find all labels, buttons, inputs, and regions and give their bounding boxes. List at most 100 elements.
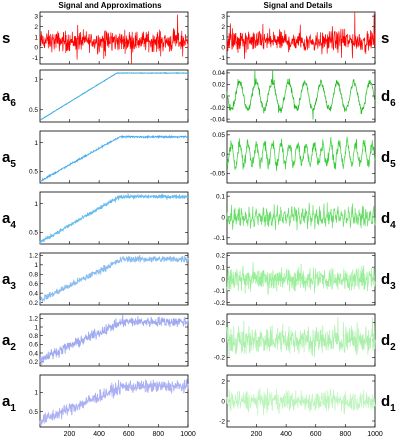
row-label-subscript: 3 <box>390 281 396 292</box>
row-label-subscript: 2 <box>10 342 16 353</box>
row-label-subscript: 3 <box>10 281 16 292</box>
row-label-d6: d6 <box>381 88 396 109</box>
series-line <box>39 314 189 365</box>
ytick-label: -0.1 <box>214 235 226 242</box>
panel-d6: 0.04 0.02 0 -0.02 -0.04 d6 <box>210 69 396 123</box>
row-label-a1: a1 <box>2 393 16 414</box>
series-line <box>39 71 189 121</box>
ytick-label: 0.4 <box>29 290 38 297</box>
xtick-label: 1000 <box>367 431 383 438</box>
xtick-label: 1000 <box>180 431 196 438</box>
ytick-label: 1.2 <box>29 253 38 260</box>
title-approximations: Signal and Approximations <box>58 1 162 10</box>
xtick-label: 200 <box>251 431 263 438</box>
ytick-label: 1 <box>34 201 38 208</box>
row-label-s-left: s <box>2 30 10 47</box>
row-label-a4: a4 <box>2 210 16 231</box>
series-line <box>39 254 189 304</box>
ytick-label: 0.2 <box>216 253 225 260</box>
ytick-label: 0.5 <box>29 230 38 237</box>
ytick-label: 1 <box>34 76 38 83</box>
ytick-label: 0 <box>221 214 225 221</box>
row-label-subscript: 1 <box>390 403 396 414</box>
ytick-label: 1 <box>34 390 38 397</box>
series-line <box>226 12 376 60</box>
ytick-label: 0.04 <box>212 70 225 77</box>
row-label-d4: d4 <box>381 210 396 231</box>
ytick-label: 1.2 <box>29 316 38 323</box>
ytick-label: 1 <box>34 140 38 147</box>
ytick-label: 0.4 <box>29 350 38 357</box>
ytick-label: 1 <box>34 262 38 269</box>
ytick-label: 0.5 <box>29 409 38 416</box>
series-line <box>39 14 189 65</box>
row-label-d2: d2 <box>381 332 396 353</box>
panel-s-right: 3 2 1 0 -1 s <box>219 11 389 65</box>
row-label-subscript: 6 <box>10 98 16 109</box>
series-line <box>39 378 189 427</box>
panel-a5: 1 0.5 a5 <box>2 130 189 184</box>
ytick-label: 0.6 <box>29 342 38 349</box>
row-label-subscript: 4 <box>390 220 396 231</box>
row-label-a5: a5 <box>2 149 16 170</box>
panel-d5: 0.05 0 -0.05 d5 <box>210 130 396 184</box>
ytick-label: 2 <box>34 24 38 31</box>
ytick-label: -0.02 <box>210 105 225 112</box>
ytick-label: -0.2 <box>214 355 226 362</box>
ytick-label: -0.05 <box>210 171 225 178</box>
ytick-label: 0 <box>221 337 225 344</box>
row-label-d5: d5 <box>381 149 396 170</box>
series-line <box>226 387 376 416</box>
axes-frame <box>39 69 189 123</box>
panel-d2: 0.2 0 -0.2 d2 <box>214 313 396 367</box>
ytick-label: 0.1 <box>216 193 225 200</box>
ytick-label: -1 <box>219 55 225 62</box>
row-label-d1: d1 <box>381 393 396 414</box>
ytick-label: 0 <box>34 45 38 52</box>
panel-d1: 2 0 -2 200 400 600 800 1000 d1 <box>219 374 396 438</box>
series-line <box>39 192 189 245</box>
ytick-label: 0 <box>221 276 225 283</box>
ytick-label: -2 <box>219 418 225 425</box>
row-label-s-right: s <box>381 30 389 47</box>
panel-a3: 1.2 1 0.8 0.6 0.4 0.2 a3 <box>2 252 189 307</box>
panel-d4: 0.1 0 -0.1 d4 <box>214 191 396 245</box>
ytick-label: -1 <box>32 55 38 62</box>
ytick-label: 0.2 <box>216 320 225 327</box>
ytick-label: 0.2 <box>29 300 38 307</box>
ytick-label: -0.2 <box>214 300 226 307</box>
ytick-label: 0.5 <box>29 169 38 176</box>
ytick-label: 0.8 <box>29 272 38 279</box>
ytick-label: 0 <box>221 45 225 52</box>
series-line <box>226 202 376 231</box>
axes-frame <box>39 252 189 306</box>
ytick-label: 0.6 <box>29 281 38 288</box>
series-line <box>226 136 376 171</box>
row-label-subscript: 1 <box>10 403 16 414</box>
xtick-label: 400 <box>280 431 292 438</box>
ytick-label: 3 <box>221 13 225 20</box>
xtick-label: 200 <box>64 431 76 438</box>
ytick-label: 0.5 <box>29 107 38 114</box>
ytick-label: 0 <box>221 151 225 158</box>
axes-frame <box>39 130 189 184</box>
panel-a2: 1.21 0.8 0.60.4 0.2 a2 <box>2 313 189 367</box>
row-label-a2: a2 <box>2 332 16 353</box>
row-label-subscript: 4 <box>10 220 16 231</box>
xtick-label: 400 <box>93 431 105 438</box>
ytick-label: 1 <box>34 324 38 331</box>
ytick-label: 2 <box>221 378 225 385</box>
row-label-subscript: 6 <box>390 98 396 109</box>
ytick-label: -0.1 <box>214 288 226 295</box>
row-label-a3: a3 <box>2 271 16 292</box>
ytick-label: 0.2 <box>29 359 38 366</box>
series-line <box>226 69 376 120</box>
ytick-label: 0.02 <box>212 82 225 89</box>
xtick-label: 600 <box>310 431 322 438</box>
ytick-label: 0.8 <box>29 333 38 340</box>
ytick-label: 1 <box>34 34 38 41</box>
row-label-subscript: 5 <box>10 159 16 170</box>
axes-frame <box>39 374 189 428</box>
ytick-label: -0.04 <box>210 116 225 123</box>
